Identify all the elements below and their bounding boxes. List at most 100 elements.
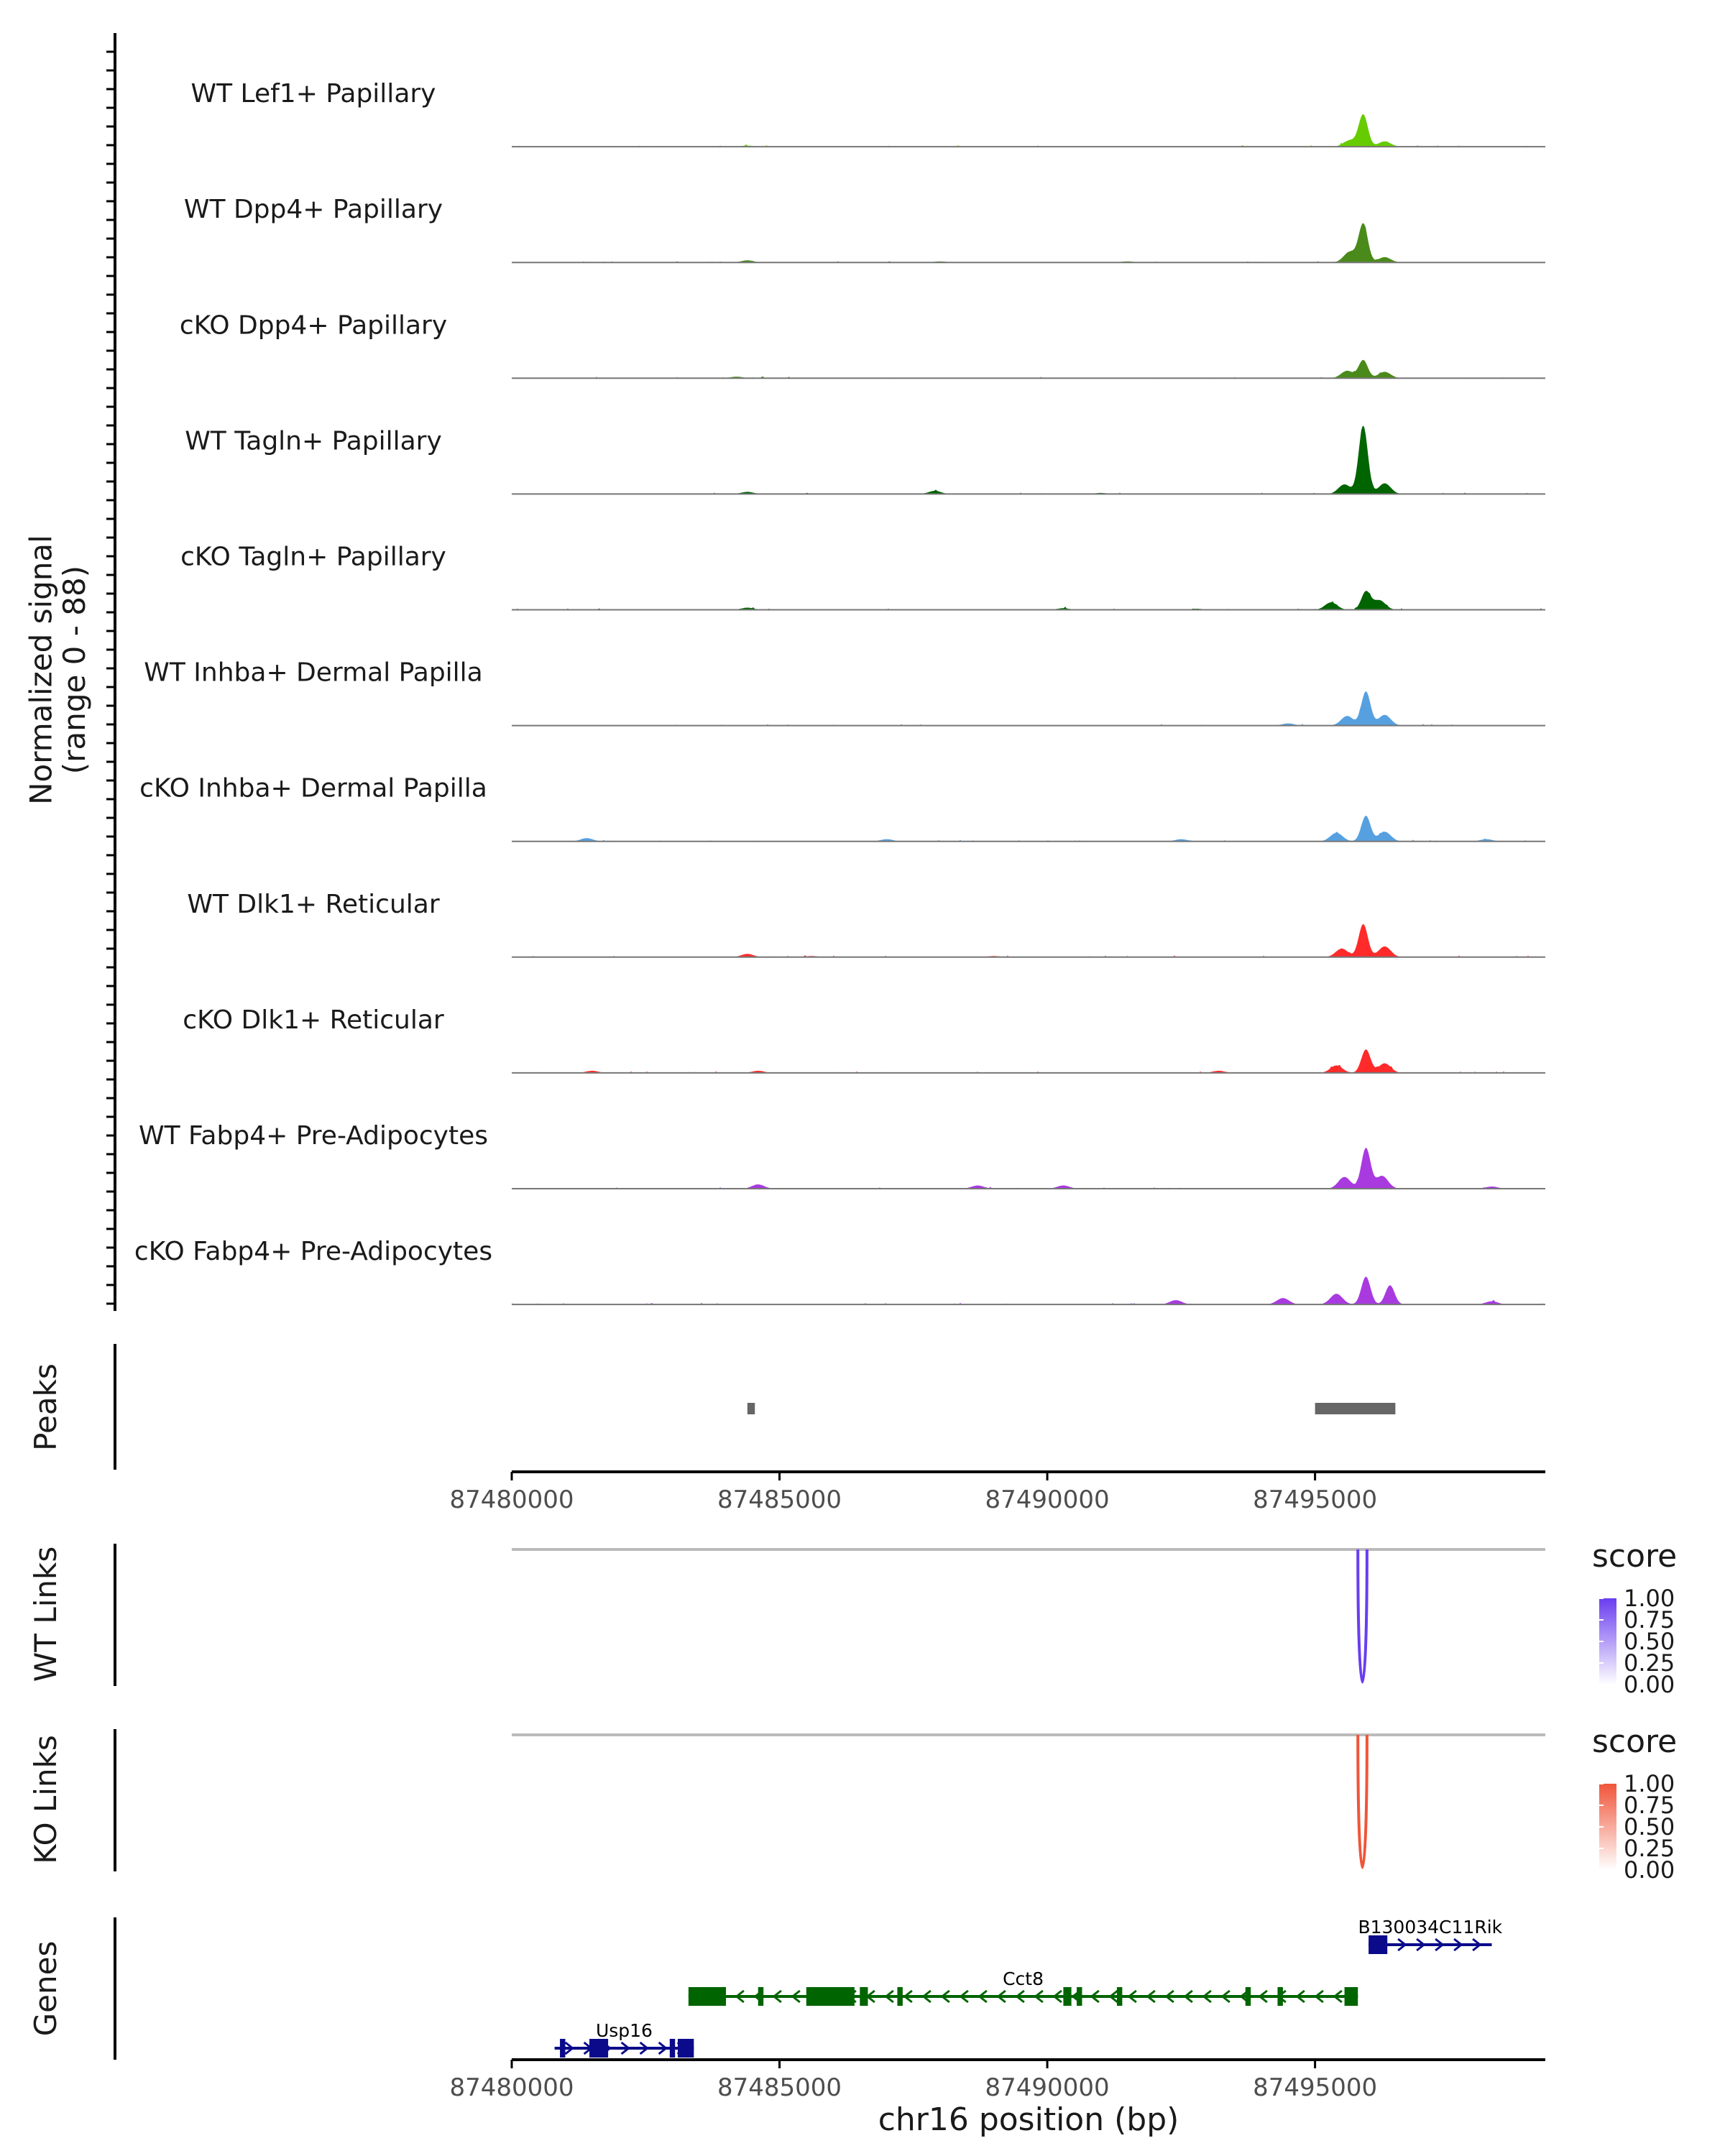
coverage-track: WT Dlk1+ Reticular [187, 890, 1545, 958]
strand-chevron [620, 2041, 631, 2055]
strand-chevron [639, 2041, 650, 2055]
strand-chevron [1052, 1989, 1062, 2004]
track-label: cKO Dpp4+ Papillary [180, 310, 447, 340]
strand-chevron [996, 1989, 1006, 2004]
signal-area [512, 591, 1545, 610]
gene-exon [677, 2039, 694, 2058]
coverage-tracks: Normalized signal(range 0 - 88) WT Lef1+ … [24, 33, 1545, 1312]
peak-region [747, 1403, 755, 1414]
legend-tick-label: 1.00 [1624, 1585, 1675, 1612]
signal-area [512, 1276, 1545, 1305]
track-label: WT Fabp4+ Pre-Adipocytes [139, 1121, 488, 1151]
signal-area [512, 691, 1545, 726]
gene-name: Usp16 [596, 2020, 653, 2041]
track-label: cKO Fabp4+ Pre-Adipocytes [134, 1237, 492, 1266]
coverage-track: WT Tagln+ Papillary [185, 425, 1545, 495]
strand-chevron [1015, 1989, 1025, 2004]
coverage-track: cKO Fabp4+ Pre-Adipocytes [134, 1237, 1545, 1306]
gene: B130034C11Rik [1358, 1917, 1503, 1954]
links-track: KO Links score 1.000.750.500.250.00 [28, 1723, 1677, 1884]
signal-area [512, 923, 1545, 957]
axis-bottom-tick-label: 87480000 [449, 2073, 574, 2102]
signal-area [512, 359, 1545, 379]
gene-exon [860, 1987, 868, 2006]
strand-chevron [1472, 1938, 1482, 1952]
coverage-y-label-line2: (range 0 - 88) [57, 566, 92, 774]
legend-tick-label: 1.00 [1624, 1770, 1675, 1797]
link-arc [1356, 1549, 1368, 1684]
signal-area [512, 1148, 1545, 1189]
x-axis-title: chr16 position (bp) [878, 2101, 1179, 2138]
axis-top-tick-label: 87485000 [717, 1485, 842, 1514]
gene-exon [1116, 1987, 1123, 2006]
gene-exon [589, 2039, 609, 2058]
coverage-track: WT Fabp4+ Pre-Adipocytes [139, 1121, 1545, 1189]
coverage-y-label-line1: Normalized signal [24, 535, 59, 805]
strand-chevron [772, 1989, 782, 2004]
gene-exon [1077, 1987, 1082, 2006]
strand-chevron [1108, 1989, 1118, 2004]
gene-name: Cct8 [1003, 1968, 1044, 1989]
coverage-track: cKO Dpp4+ Papillary [180, 310, 1545, 379]
signal-area [512, 425, 1545, 494]
legend-tick-label: 0.00 [1624, 1671, 1675, 1698]
strand-chevron [1435, 1938, 1445, 1952]
gene-exon [1368, 1935, 1388, 1954]
position-axis-top: 87480000 87485000 87490000 87495000 [449, 1470, 1545, 1514]
gene-exon [1245, 1987, 1251, 2006]
coverage-track: WT Lef1+ Papillary [191, 79, 1545, 148]
gene-name: B130034C11Rik [1358, 1917, 1502, 1938]
legend-tick-label: 0.25 [1624, 1835, 1675, 1862]
strand-chevron [1146, 1989, 1156, 2004]
track-label: cKO Dlk1+ Reticular [183, 1005, 444, 1035]
coverage-y-label: Normalized signal(range 0 - 88) [24, 535, 92, 805]
strand-chevron [903, 1989, 913, 2004]
peaks-track: Peaks [28, 1344, 1396, 1470]
strand-chevron [1416, 1938, 1426, 1952]
legend-tick-label: 0.50 [1624, 1628, 1675, 1655]
track-label: cKO Tagln+ Papillary [180, 543, 446, 572]
strand-chevron [1202, 1989, 1212, 2004]
strand-chevron [884, 1989, 894, 2004]
gene-exon [669, 2039, 676, 2058]
legend-tick-label: 0.75 [1624, 1606, 1675, 1634]
strand-chevron [564, 2041, 575, 2055]
strand-chevron [1090, 1989, 1100, 2004]
gene-exon [897, 1987, 903, 2006]
gene-exon [688, 1987, 727, 2006]
coverage-track: WT Dpp4+ Papillary [184, 195, 1545, 264]
links-label: WT Links [28, 1547, 63, 1682]
signal-area [512, 815, 1545, 842]
gene-exon [758, 1987, 764, 2006]
strand-chevron [1183, 1989, 1193, 2004]
strand-chevron [791, 1989, 801, 2004]
strand-chevron [1295, 1989, 1305, 2004]
genes-track: Genes B130034C11Rik Cct8 Usp16 [28, 1917, 1503, 2060]
strand-chevron [1397, 1938, 1407, 1952]
coverage-track: cKO Dlk1+ Reticular [183, 1005, 1545, 1074]
strand-chevron [1453, 1938, 1463, 1952]
axis-bottom-tick-label: 87485000 [717, 2073, 842, 2102]
legend-title: score [1592, 1723, 1677, 1760]
track-label: WT Dlk1+ Reticular [187, 890, 439, 919]
legend-title: score [1592, 1538, 1677, 1575]
signal-area [512, 114, 1545, 147]
axis-top-tick-label: 87480000 [449, 1485, 574, 1514]
strand-chevron [658, 2041, 668, 2055]
strand-chevron [735, 1989, 745, 2004]
peaks-label: Peaks [28, 1363, 63, 1451]
link-arc [1356, 1734, 1368, 1869]
gene-exon [1063, 1987, 1072, 2006]
gene-exon [560, 2039, 566, 2058]
gene-exon [1277, 1987, 1283, 2006]
axis-bottom-tick-label: 87495000 [1253, 2073, 1377, 2102]
strand-chevron [1034, 1989, 1044, 2004]
axis-bottom-tick-label: 87490000 [985, 2073, 1110, 2102]
signal-area [512, 1049, 1545, 1073]
strand-chevron [921, 1989, 932, 2004]
gene: Usp16 [554, 2020, 694, 2058]
position-axis-bottom: 87480000 87485000 87490000 87495000 chr16 po… [449, 2058, 1545, 2138]
strand-chevron [940, 1989, 950, 2004]
